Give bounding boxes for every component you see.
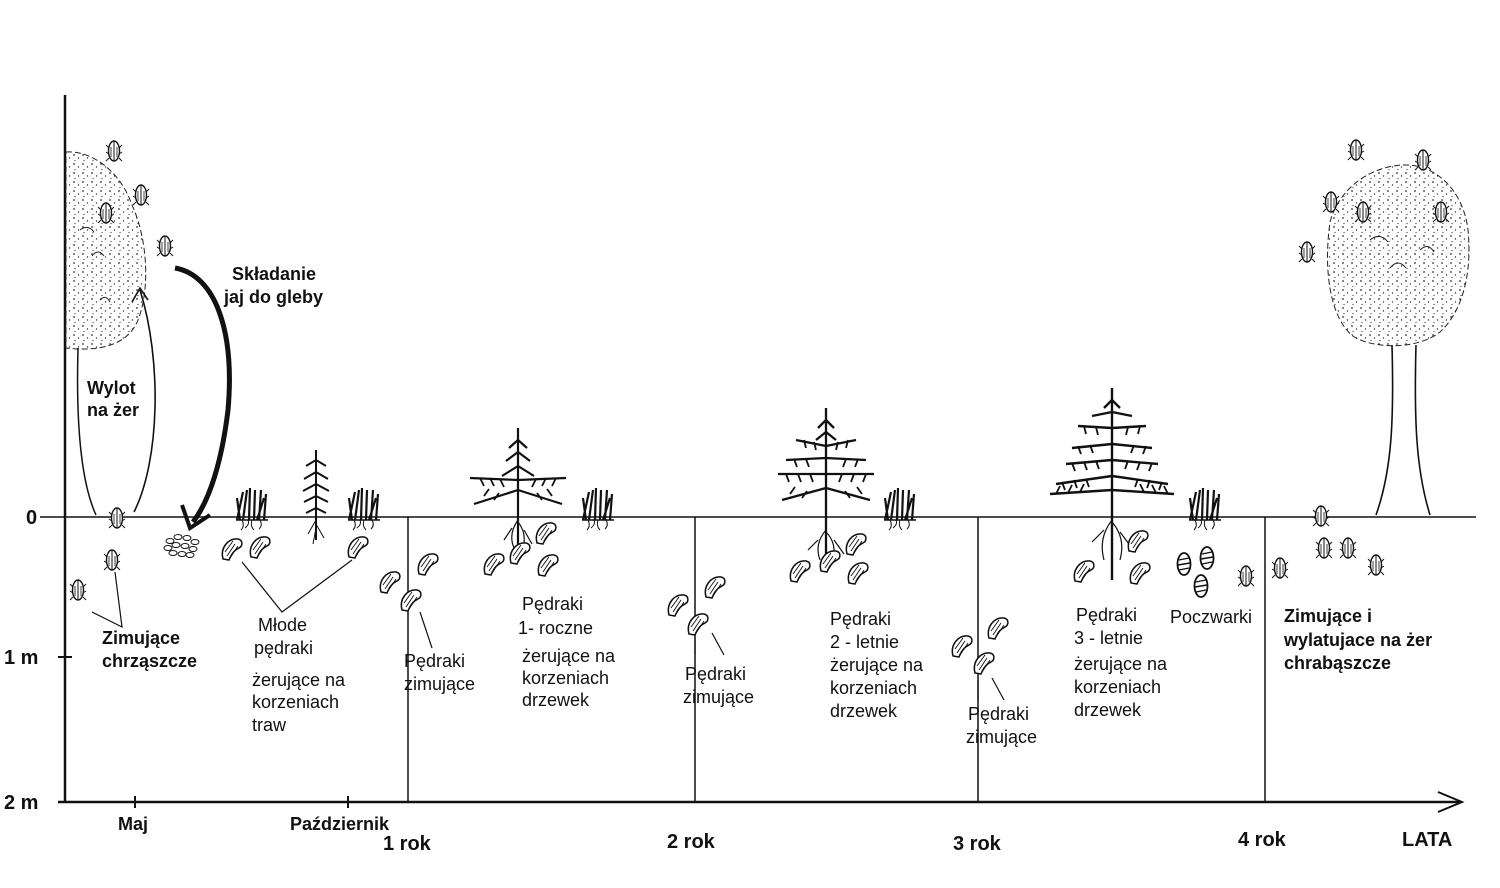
beetle-icon (69, 579, 87, 601)
winter-grubs-1-pointer (419, 611, 433, 649)
depth-label-2m: 2 m (4, 792, 38, 814)
eggs-icon (163, 534, 200, 558)
grub-icon (667, 594, 689, 617)
grub-icon (535, 522, 557, 545)
pupae-label: Poczwarki (1170, 607, 1252, 627)
left-tree-trunk (76, 347, 97, 516)
beetle-icon (132, 184, 150, 206)
time-label-year3: 3 rok (953, 833, 1002, 855)
winter-grubs-1-label: Pędraki zimujące (404, 651, 475, 694)
beetles-right-underground (1237, 505, 1385, 587)
left-tree (65, 151, 147, 516)
beetle-icon (108, 507, 126, 529)
young-grubs-label: Młode pędraki (254, 615, 313, 658)
grubs-2year-label: Pędraki 2 - letnie żerujące na korzeniac… (830, 609, 928, 721)
egg-laying-label: Składanie jaj do gleby (223, 264, 323, 307)
grass-icon (882, 486, 918, 532)
grub-icon (987, 617, 1009, 640)
time-label-maj: Maj (118, 814, 148, 834)
winter-grubs-2-pointer (694, 632, 725, 656)
grub-icon (400, 589, 422, 612)
beetle-icon (103, 549, 121, 571)
winter-grubs-3-pointer (977, 677, 1005, 701)
grub-icon (347, 536, 369, 559)
beetle-icon (105, 140, 123, 162)
emergence-label: Wylot na żer (87, 378, 141, 420)
seedling-year3 (1049, 388, 1175, 580)
pupa-icon (1199, 546, 1215, 570)
grass-icon (1187, 486, 1223, 532)
emergence-arrowhead (131, 286, 149, 303)
grass-icon (346, 486, 382, 532)
time-axis-arrowhead (1437, 791, 1465, 813)
depth-label-0: 0 (26, 507, 37, 529)
time-label-pazdziernik: Październik (290, 814, 390, 834)
beetle-icon (1367, 554, 1385, 576)
beetle-icon (1315, 537, 1333, 559)
overwintering-beetles-label: Zimujące chrząszcze (102, 628, 197, 671)
grub-icon (483, 553, 505, 576)
beetle-icon (1322, 191, 1340, 213)
grub-icon (221, 538, 243, 561)
beetle-icon (1414, 149, 1432, 171)
grub-icon (1127, 530, 1149, 553)
beetle-icon (1312, 505, 1330, 527)
beetle-icon (1237, 565, 1255, 587)
right-tree (1327, 164, 1470, 516)
winter-grubs-2-label: Pędraki zimujące (683, 664, 754, 707)
grub-icon (249, 536, 271, 559)
grub-icon (379, 571, 401, 594)
emergence-arrow (133, 289, 156, 513)
young-grubs-pointer (241, 559, 353, 613)
seedling-year1 (469, 428, 567, 553)
time-label-year4: 4 rok (1238, 829, 1287, 851)
time-label-year1: 1 rok (383, 833, 432, 855)
overwintering-beetles-pointer (91, 571, 123, 629)
grub-icon (951, 635, 973, 658)
young-grubs-feeding-label: żerujące na korzeniach traw (252, 670, 350, 735)
left-tree-crown (65, 151, 147, 350)
beetle-icon (1347, 139, 1365, 161)
beetle-icon (1271, 557, 1289, 579)
egg-laying-arrow (174, 265, 232, 524)
grub-icon (845, 533, 867, 556)
beetle-icon (1298, 241, 1316, 263)
grub-icon (819, 550, 841, 573)
grubs-1year-label: Pędraki 1- roczne żerujące na korzeniach… (518, 594, 620, 710)
grass-icon (234, 486, 270, 532)
grubs-3year-label: Pędraki 3 - letnie żerujące na korzeniac… (1074, 605, 1172, 720)
grub-icon (417, 553, 439, 576)
pupa-icon (1193, 574, 1209, 598)
grub-icon (789, 560, 811, 583)
depth-label-1m: 1 m (4, 647, 38, 669)
beetle-icon (156, 235, 174, 257)
grub-icon (704, 576, 726, 599)
time-axis-unit: LATA (1402, 829, 1452, 851)
right-tree-trunk (1375, 344, 1431, 516)
right-tree-crown (1327, 164, 1470, 347)
grass-icon (580, 486, 616, 532)
grub-icon (537, 554, 559, 577)
beetle-icon (1339, 537, 1357, 559)
grub-icon (687, 613, 709, 636)
seedling-year2 (778, 408, 874, 563)
axes (40, 95, 1476, 813)
seedling-small (302, 450, 330, 545)
egg-laying-arrowhead (180, 504, 212, 532)
grub-icon (1129, 562, 1151, 585)
final-adults-label: Zimujące i wylatujace na żer chrabąszcze (1283, 606, 1437, 673)
grub-icon (1073, 560, 1095, 583)
pupa-icon (1176, 552, 1192, 576)
time-label-year2: 2 rok (667, 831, 716, 853)
winter-grubs-3-label: Pędraki zimujące (966, 704, 1037, 747)
grub-icon (847, 562, 869, 585)
